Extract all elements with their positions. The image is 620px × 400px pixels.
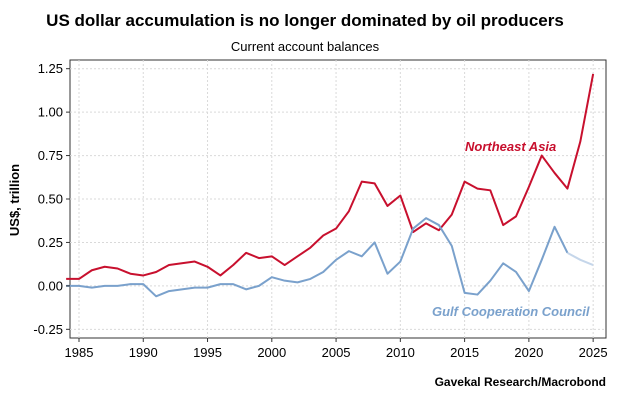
x-tick-label: 2000 [257,345,286,360]
source-note: Gavekal Research/Macrobond [435,375,606,389]
x-tick-label: 2015 [450,345,479,360]
chart-subtitle: Current account balances [231,39,380,54]
y-tick-label: 1.00 [38,105,63,120]
x-tick-label: 2010 [386,345,415,360]
x-tick-label: 1995 [193,345,222,360]
axis-ticks: -0.25 0.00 0.25 0.50 0.75 1.00 1.25 1985 1990 199… [33,61,607,360]
x-tick-label: 2005 [322,345,351,360]
y-tick-label: 0.75 [38,148,63,163]
x-tick-label: 1985 [65,345,94,360]
y-axis-label: US$, trillion [7,164,22,236]
series-line-northeast-asia [66,73,595,280]
x-tick-label: 1990 [129,345,158,360]
x-tick-label: 2025 [579,345,608,360]
y-tick-label: 0.50 [38,192,63,207]
y-tick-label: -0.25 [33,322,63,337]
y-tick-label: 0.00 [38,278,63,293]
series-label-gulf-cooperation-council: Gulf Cooperation Council [432,304,590,319]
series-line-gulf-cooperation-council [66,217,569,298]
series-line-gulf-cooperation-council-forecast [566,251,594,266]
y-tick-label: 1.25 [38,61,63,76]
chart-title: US dollar accumulation is no longer domi… [46,11,564,30]
series-lines [66,73,595,298]
y-tick-label: 0.25 [38,235,63,250]
grid [70,60,606,338]
x-tick-label: 2020 [514,345,543,360]
series-label-northeast-asia: Northeast Asia [465,139,556,154]
